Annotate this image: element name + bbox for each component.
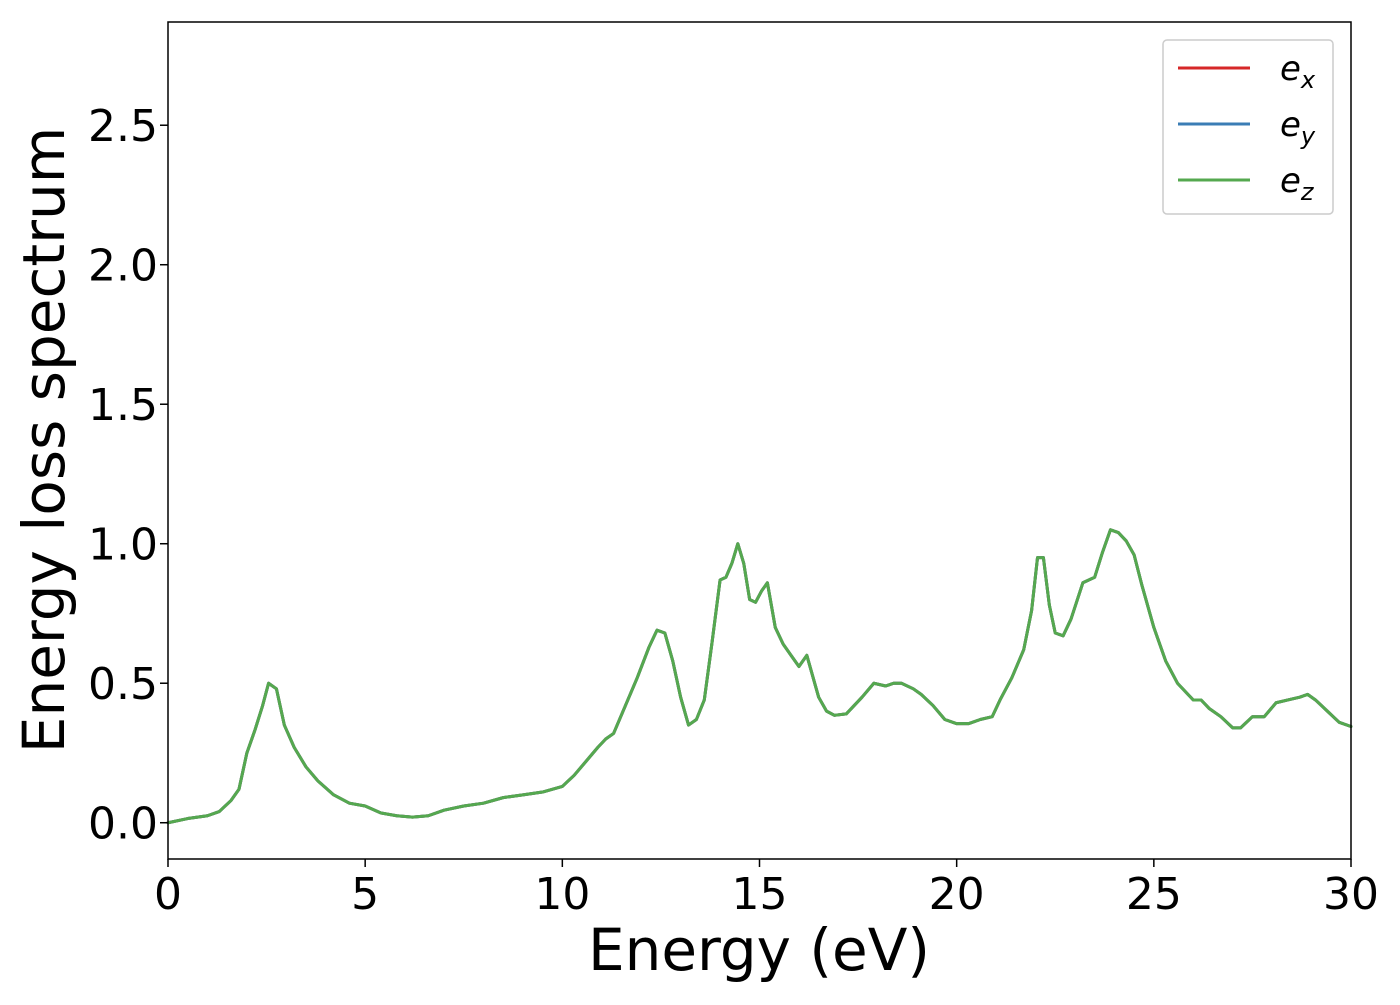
- x-tick-label: 20: [929, 869, 985, 920]
- x-axis-title: Energy (eV): [588, 916, 930, 984]
- legend-label-base: e: [1280, 161, 1301, 201]
- legend-label-base: e: [1280, 49, 1301, 89]
- x-tick-label: 5: [351, 869, 379, 920]
- y-tick-label: 1.5: [88, 380, 158, 431]
- legend-label-ex: ex: [1280, 49, 1316, 94]
- x-tick-label: 10: [534, 869, 590, 920]
- legend-label-subscript: y: [1300, 122, 1316, 150]
- legend-label-ez: ez: [1280, 161, 1315, 206]
- x-tick-label: 15: [732, 869, 788, 920]
- y-axis-ticks: 0.0 0.5 1.0 1.5 2.0 2.5: [88, 101, 168, 850]
- legend-label-base: e: [1280, 105, 1301, 145]
- series-layer: [166, 528, 1353, 825]
- legend-label-subscript: z: [1300, 178, 1315, 206]
- legend-frame: [1162, 39, 1334, 215]
- legend-label-ey: ey: [1280, 105, 1316, 150]
- series-line-e-z: [166, 528, 1353, 825]
- x-tick-label: 30: [1323, 869, 1379, 920]
- y-tick-label: 0.5: [88, 659, 158, 710]
- x-axis-ticks: 0 5 10 15 20 25 30: [154, 859, 1379, 920]
- y-tick-label: 0.0: [88, 799, 158, 850]
- x-tick-label: 25: [1126, 869, 1182, 920]
- y-axis-title: Energy loss spectrum: [10, 127, 78, 753]
- y-tick-label: 2.0: [88, 241, 158, 292]
- x-tick-label: 0: [154, 869, 182, 920]
- y-tick-label: 2.5: [88, 101, 158, 152]
- y-tick-label: 1.0: [88, 520, 158, 571]
- legend-label-subscript: x: [1300, 66, 1316, 94]
